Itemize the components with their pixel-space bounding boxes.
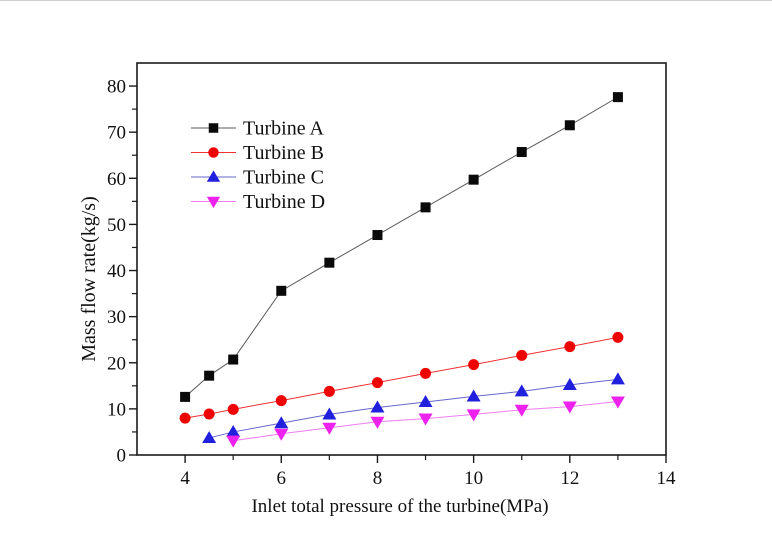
y-tick-label: 60 [107,169,126,190]
series-turbine-c [202,372,625,443]
data-point-triangle-down [562,401,577,414]
y-tick-label: 0 [117,446,127,467]
data-point-square [516,147,527,158]
data-point-circle [371,377,383,389]
axis-ticks: 4 6 8 10 12 14 0 10 20 30 40 50 60 70 80 [107,77,676,489]
y-tick-label: 10 [107,399,126,420]
legend-label: Turbine D [243,191,325,213]
data-point-square [564,120,575,131]
data-point-triangle-up [202,430,217,443]
y-tick-label: 30 [107,307,126,328]
plot-border [136,62,667,456]
data-point-circle [203,408,215,420]
data-point-square [468,174,479,185]
data-point-triangle-up [322,407,337,420]
data-point-triangle-up [562,377,577,390]
data-point-square [276,285,287,296]
y-tick-label: 40 [107,261,126,282]
data-point-triangle-down [206,196,221,209]
data-point-triangle-up [610,372,625,385]
data-point-circle [227,403,239,415]
data-point-square [372,230,383,241]
plot-frame [136,62,667,456]
series-turbine-b [179,331,624,424]
data-series [179,92,625,448]
y-tick-label: 20 [107,353,126,374]
data-point-circle [179,412,191,424]
legend-item-turbine-d: Turbine D [191,191,325,213]
data-point-triangle-up [206,170,221,182]
series-turbine-d [226,396,625,448]
data-point-triangle-up [466,389,481,402]
data-point-triangle-down [466,409,481,422]
x-tick-label: 10 [464,468,483,489]
series-turbine-a [180,92,623,402]
data-point-circle [208,147,219,158]
series-line-turbine-b [185,336,619,419]
series-line-turbine-c [209,378,618,439]
legend-label: Turbine A [243,118,325,140]
legend-item-turbine-c: Turbine C [191,167,324,189]
data-point-triangle-down [418,413,433,426]
data-point-square [612,92,623,103]
data-point-circle [323,385,335,397]
data-point-triangle-up [274,416,289,429]
data-point-triangle-down [610,396,625,409]
x-tick-label: 8 [373,468,383,489]
x-tick-label: 6 [277,468,287,489]
data-point-square [180,391,191,402]
data-point-square [324,257,335,268]
x-tick-label: 4 [180,468,190,489]
data-point-triangle-down [274,428,289,441]
x-tick-label: 14 [657,468,677,489]
data-point-triangle-up [514,384,529,397]
data-point-circle [468,359,480,371]
data-point-triangle-down [226,435,241,448]
y-axis-label: Mass flow rate(kg/s) [78,196,100,362]
data-point-triangle-down [322,422,337,435]
legend-item-turbine-b: Turbine B [191,142,324,164]
data-point-triangle-down [514,404,529,417]
data-point-triangle-down [370,416,385,429]
data-point-circle [516,349,528,361]
y-tick-label: 80 [107,77,126,98]
data-point-square [420,202,431,213]
data-point-circle [275,395,287,407]
x-axis-label: Inlet total pressure of the turbine(MPa) [251,496,548,517]
data-point-square [228,354,239,365]
data-point-square [204,370,215,381]
y-tick-label: 70 [107,123,126,144]
data-point-circle [564,341,576,353]
data-point-circle [612,331,624,343]
data-point-triangle-up [226,424,241,437]
data-point-circle [420,367,432,379]
data-point-triangle-up [370,400,385,413]
data-point-triangle-up [418,395,433,408]
y-tick-label: 50 [107,215,126,236]
legend-item-turbine-a: Turbine A [191,118,325,140]
legend-label: Turbine C [243,167,324,189]
legend-label: Turbine B [243,142,324,164]
x-tick-label: 12 [560,468,579,489]
data-point-square [208,123,219,133]
